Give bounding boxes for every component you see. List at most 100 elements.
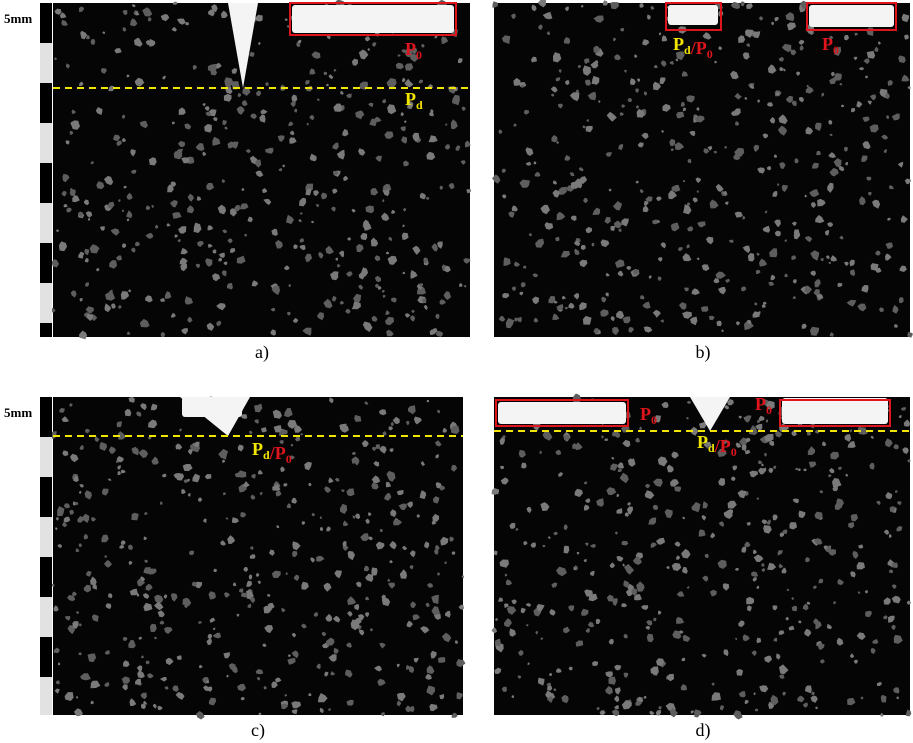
aggregate — [299, 212, 303, 215]
aggregate — [173, 472, 181, 480]
aggregate — [293, 574, 300, 581]
aggregate — [653, 64, 658, 69]
aggregate — [85, 211, 93, 218]
aggregate — [702, 501, 708, 509]
aggregate — [611, 709, 620, 717]
aggregate — [420, 626, 430, 634]
aggregate — [528, 233, 532, 237]
aggregate — [563, 434, 570, 441]
aggregate — [109, 289, 113, 294]
aggregate — [176, 655, 182, 660]
aggregate — [286, 25, 290, 28]
aggregate — [222, 120, 227, 126]
aggregate — [622, 439, 631, 448]
aggregate — [365, 518, 370, 524]
aggregate — [409, 565, 414, 570]
aggregate — [755, 269, 761, 275]
aggregate — [605, 272, 610, 277]
aggregate — [410, 601, 417, 609]
aggregate — [105, 292, 116, 301]
aggregate — [504, 573, 508, 577]
annotation-text: /P — [269, 443, 286, 463]
aggregate — [145, 295, 153, 303]
aggregate — [184, 123, 192, 130]
aggregate — [267, 594, 271, 597]
aggregate — [401, 136, 407, 144]
aggregate — [727, 399, 734, 406]
aggregate — [143, 700, 148, 705]
aggregate — [404, 78, 414, 88]
aggregate — [96, 181, 105, 190]
aggregate — [370, 237, 379, 247]
aggregate — [707, 145, 713, 151]
aggregate — [281, 703, 288, 710]
aggregate — [905, 709, 912, 717]
aggregate — [772, 605, 778, 611]
annotation-subscript: 0 — [286, 452, 292, 466]
aggregate — [776, 653, 781, 660]
aggregate — [701, 264, 710, 271]
aggregate — [670, 222, 680, 232]
aggregate — [777, 183, 780, 186]
aggregate — [885, 492, 893, 500]
aggregate — [102, 488, 109, 496]
aggregate — [170, 181, 177, 187]
aggregate — [606, 594, 614, 602]
aggregate — [177, 444, 183, 450]
aggregate — [418, 79, 424, 84]
aggregate — [119, 545, 125, 549]
aggregate — [102, 31, 106, 34]
aggregate — [184, 604, 188, 608]
aggregate — [165, 657, 174, 666]
scale-segment — [40, 597, 52, 637]
aggregate — [756, 637, 762, 644]
aggregate — [738, 415, 742, 419]
aggregate — [410, 706, 415, 713]
aggregate — [537, 0, 546, 8]
aggregate — [105, 603, 112, 610]
aggregate — [164, 627, 173, 634]
aggregate — [126, 210, 133, 219]
aggregate — [232, 582, 237, 587]
aggregate — [777, 125, 788, 136]
aggregate — [178, 226, 187, 234]
aggregate — [711, 692, 721, 701]
annotation-subscript: 0 — [833, 43, 839, 57]
aggregate — [83, 533, 89, 540]
aggregate — [891, 595, 901, 604]
aggregate — [371, 315, 378, 322]
aggregate — [561, 295, 566, 300]
annotation-text: /P — [690, 38, 707, 58]
aggregate — [521, 462, 527, 469]
aggregate — [355, 581, 362, 588]
aggregate — [818, 578, 824, 584]
aggregate — [346, 642, 352, 648]
aggregate — [725, 278, 730, 283]
aggregate — [617, 270, 624, 277]
aggregate — [614, 695, 620, 703]
aggregate — [445, 610, 451, 618]
aggregate — [611, 457, 615, 460]
scale-segment — [40, 517, 52, 557]
aggregate — [134, 77, 145, 87]
aggregate — [157, 610, 165, 618]
aggregate — [708, 315, 715, 321]
aggregate — [635, 88, 639, 93]
aggregate — [669, 61, 674, 65]
aggregate — [122, 10, 128, 16]
aggregate — [614, 54, 621, 61]
aggregate — [613, 37, 617, 42]
aggregate — [795, 467, 799, 471]
aggregate — [172, 685, 179, 692]
aggregate — [186, 478, 190, 482]
aggregate — [54, 57, 57, 61]
aggregate — [458, 282, 463, 287]
aggregate — [249, 554, 256, 559]
aggregate — [401, 232, 409, 240]
aggregate — [278, 168, 283, 172]
aggregate — [859, 67, 864, 71]
aggregate — [617, 468, 622, 472]
aggregate — [869, 94, 877, 101]
aggregate — [404, 120, 407, 124]
aggregate — [382, 99, 387, 104]
